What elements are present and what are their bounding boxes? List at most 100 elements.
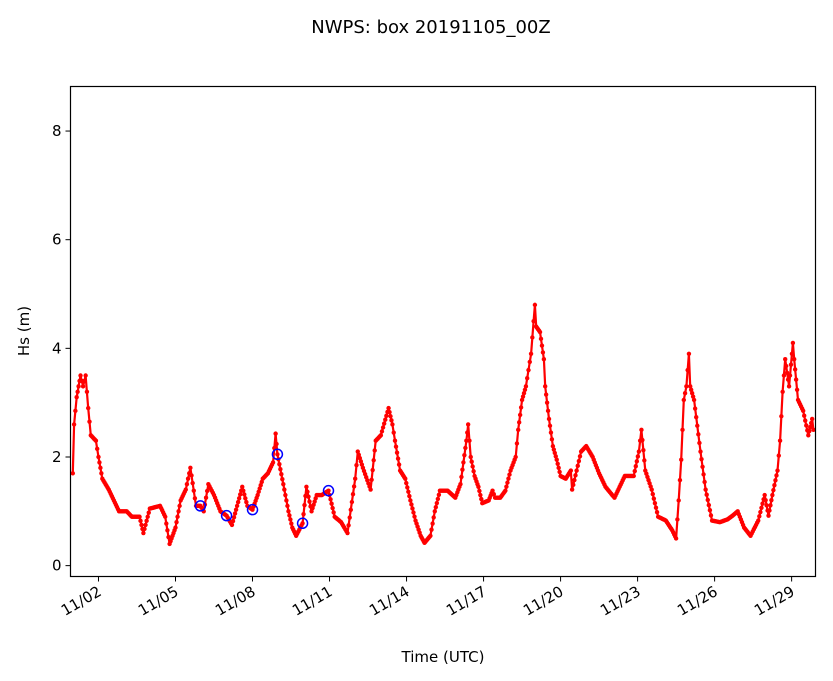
model-point [507, 472, 512, 477]
x-tick-label: 11/05 [135, 582, 181, 619]
model-point [575, 463, 580, 469]
model-point [73, 408, 78, 414]
model-point [800, 408, 806, 414]
model-point [788, 362, 794, 367]
model-point [673, 536, 679, 541]
model-point [350, 492, 356, 497]
model-point [94, 446, 100, 452]
model-point [392, 438, 398, 443]
x-tick-label: 11/17 [443, 582, 489, 619]
model-point [653, 505, 659, 510]
model-point [780, 389, 785, 394]
model-point [97, 460, 102, 465]
model-point [640, 437, 645, 443]
model-point [650, 491, 655, 497]
model-point [543, 392, 549, 397]
model-point [642, 458, 647, 463]
model-point [346, 523, 351, 528]
model-point [241, 488, 246, 493]
model-point [284, 498, 289, 503]
model-point [682, 390, 688, 396]
model-point [477, 488, 482, 494]
model-point [777, 438, 783, 443]
model-point [404, 480, 409, 486]
model-point [412, 514, 417, 519]
model-point [636, 449, 642, 454]
model-point [760, 501, 765, 506]
model-point [229, 522, 235, 528]
model-point [165, 528, 170, 533]
model-point [183, 487, 188, 492]
model-point [635, 454, 641, 459]
model-point [539, 343, 545, 348]
model-point [530, 335, 535, 340]
model-point [185, 476, 191, 481]
model-point [139, 522, 144, 528]
model-point [476, 484, 481, 490]
model-point [184, 481, 190, 487]
model-point [702, 479, 707, 485]
model-point [697, 440, 702, 446]
model-point [514, 441, 520, 446]
model-point [767, 508, 772, 513]
model-point [781, 373, 787, 378]
model-point [78, 373, 83, 378]
model-point [71, 422, 77, 427]
model-point [177, 503, 182, 509]
model-point [146, 510, 151, 515]
model-point [547, 423, 553, 428]
model-point [380, 425, 386, 430]
model-point [243, 496, 248, 501]
model-point [145, 514, 150, 519]
model-point [80, 384, 86, 389]
chart-title: NWPS: box 20191105_00Z [311, 17, 550, 38]
model-point [277, 462, 282, 467]
model-point [411, 510, 416, 515]
model-point [436, 492, 442, 497]
observation-point [194, 500, 207, 512]
model-point [353, 476, 358, 481]
model-point [549, 437, 555, 442]
model-point [766, 513, 771, 518]
model-point [576, 458, 582, 464]
model-point [696, 432, 701, 437]
model-point [705, 497, 710, 503]
model-point [282, 487, 287, 492]
model-point [244, 499, 249, 505]
model-point [471, 469, 476, 474]
model-point [173, 525, 178, 530]
model-point [86, 405, 91, 411]
model-point [505, 480, 510, 485]
model-point [98, 465, 103, 471]
model-point [763, 497, 768, 503]
model-point [87, 419, 92, 424]
y-axis-label: Hs (m) [15, 306, 33, 356]
model-point [230, 518, 236, 524]
model-point [191, 488, 196, 493]
model-point [384, 413, 389, 419]
model-point [692, 406, 698, 411]
model-point [700, 464, 705, 469]
model-point [537, 329, 543, 335]
y-tick-label: 4 [52, 339, 62, 357]
observation-point [220, 509, 233, 522]
model-point [756, 518, 761, 523]
model-point [460, 467, 465, 472]
model-point [233, 507, 239, 512]
x-tick-label: 11/02 [58, 582, 104, 619]
model-point [639, 427, 644, 433]
model-point [430, 521, 435, 526]
model-point [758, 509, 763, 515]
model-point [240, 484, 245, 490]
model-point [769, 497, 774, 503]
model-point [531, 318, 536, 324]
model-point [783, 363, 789, 369]
model-point [458, 481, 463, 487]
model-point [768, 503, 773, 508]
model-point [465, 422, 471, 427]
model-point [681, 397, 687, 403]
model-point [762, 492, 767, 498]
model-point [686, 351, 692, 356]
model-point [301, 511, 306, 517]
